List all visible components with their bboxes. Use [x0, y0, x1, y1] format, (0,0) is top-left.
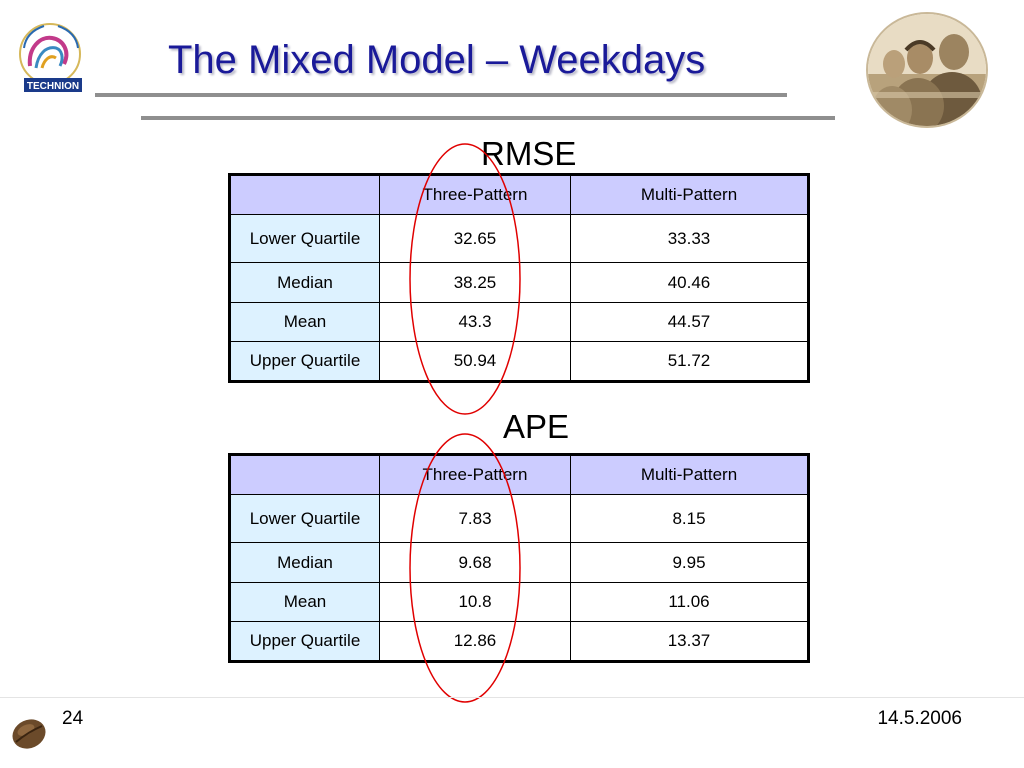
- row-label: Mean: [229, 302, 380, 342]
- cell-multi-pattern: 13.37: [570, 621, 809, 662]
- row-label: Lower Quartile: [229, 214, 380, 263]
- call-center-photo: [866, 12, 988, 128]
- table-row: Mean 10.8 11.06: [229, 582, 809, 622]
- cell-three-pattern: 12.86: [379, 621, 571, 662]
- table-header-row: Three-Pattern Multi-Pattern: [229, 454, 809, 495]
- row-label: Median: [229, 262, 380, 303]
- ape-table: Three-Pattern Multi-Pattern Lower Quarti…: [228, 453, 810, 663]
- title-rule-bottom: [141, 116, 835, 120]
- table-row: Median 9.68 9.95: [229, 542, 809, 583]
- cell-multi-pattern: 33.33: [570, 214, 809, 263]
- rmse-title: RMSE: [481, 135, 577, 172]
- row-label: Median: [229, 542, 380, 583]
- table-row: Upper Quartile 12.86 13.37: [229, 621, 809, 662]
- cell-three-pattern: 43.3: [379, 302, 571, 342]
- cell-three-pattern: 50.94: [379, 341, 571, 382]
- header-cell-three-pattern: Three-Pattern: [379, 174, 571, 215]
- header-cell-empty: [229, 174, 380, 215]
- cell-multi-pattern: 51.72: [570, 341, 809, 382]
- cell-multi-pattern: 11.06: [570, 582, 809, 622]
- ape-title: APE: [503, 408, 570, 445]
- rmse-table: Three-Pattern Multi-Pattern Lower Quarti…: [228, 173, 810, 383]
- cell-three-pattern: 7.83: [379, 494, 571, 543]
- cell-three-pattern: 38.25: [379, 262, 571, 303]
- slide-title: The Mixed Model – Weekdays: [168, 38, 706, 82]
- cell-multi-pattern: 9.95: [570, 542, 809, 583]
- logo-text: TECHNION: [27, 81, 79, 92]
- slide-date: 14.5.2006: [877, 708, 962, 729]
- cell-three-pattern: 10.8: [379, 582, 571, 622]
- cell-three-pattern: 9.68: [379, 542, 571, 583]
- table-row: Lower Quartile 7.83 8.15: [229, 494, 809, 543]
- title-rule-top: [95, 93, 787, 97]
- row-label: Lower Quartile: [229, 494, 380, 543]
- cell-three-pattern: 32.65: [379, 214, 571, 263]
- technion-logo: TECHNION: [19, 23, 82, 92]
- header-cell-multi-pattern: Multi-Pattern: [570, 174, 809, 215]
- cell-multi-pattern: 44.57: [570, 302, 809, 342]
- cell-multi-pattern: 40.46: [570, 262, 809, 303]
- cell-multi-pattern: 8.15: [570, 494, 809, 543]
- header-cell-multi-pattern: Multi-Pattern: [570, 454, 809, 495]
- table-row: Mean 43.3 44.57: [229, 302, 809, 342]
- header-cell-empty: [229, 454, 380, 495]
- row-label: Upper Quartile: [229, 341, 380, 382]
- row-label: Mean: [229, 582, 380, 622]
- table-header-row: Three-Pattern Multi-Pattern: [229, 174, 809, 215]
- page-number: 24: [62, 708, 84, 729]
- row-label: Upper Quartile: [229, 621, 380, 662]
- table-row: Lower Quartile 32.65 33.33: [229, 214, 809, 263]
- table-row: Median 38.25 40.46: [229, 262, 809, 303]
- table-row: Upper Quartile 50.94 51.72: [229, 341, 809, 382]
- footer-rule: [0, 697, 1024, 698]
- coffee-bean-icon: [12, 719, 46, 749]
- header-cell-three-pattern: Three-Pattern: [379, 454, 571, 495]
